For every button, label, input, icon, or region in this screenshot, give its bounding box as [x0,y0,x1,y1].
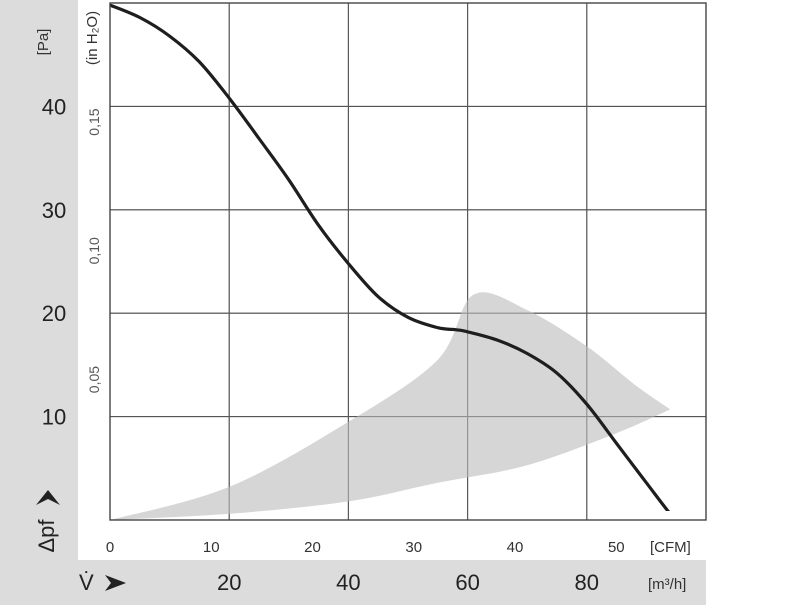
x-tick-label-m3h: 20 [217,570,241,595]
x-axis-label: V̇ [79,570,94,595]
y-axis-label: Δpf [34,519,59,553]
y-axis-arrow-icon [36,490,60,505]
x-tick-label-m3h: 80 [575,570,599,595]
x-tick-label-cfm: 40 [507,539,524,556]
x-tick-label-cfm: 50 [608,539,625,556]
y-tick-label-pa: 40 [42,94,66,119]
cfm-unit-label: [CFM] [650,539,691,556]
x-tick-label-cfm: 0 [106,539,114,556]
x-tick-label-cfm: 30 [405,539,422,556]
pa-unit-label: [Pa] [35,29,52,56]
tick-labels: 10 20 30 40 20 40 60 80 0 10 20 30 40 50 0,05 0,10 0,15 [42,94,625,595]
inh2o-unit-label: (in H₂O) [84,11,101,65]
y-tick-label-pa: 30 [42,198,66,223]
x-tick-label-cfm: 10 [203,539,220,556]
x-axis-arrow-icon [105,575,126,591]
y-tick-label-pa: 20 [42,301,66,326]
y-tick-label-inh2o: 0,10 [86,237,102,264]
m3h-unit-label: [m³/h] [648,576,686,593]
plot-frame [109,2,707,521]
x-tick-label-m3h: 40 [336,570,360,595]
left-band [0,0,78,560]
y-tick-label-pa: 10 [42,405,66,430]
y-tick-label-inh2o: 0,15 [86,108,102,135]
x-tick-label-m3h: 60 [455,570,479,595]
x-tick-label-cfm: 20 [304,539,321,556]
y-tick-label-inh2o: 0,05 [86,366,102,393]
pressure-curve [110,3,670,511]
operating-area [110,292,671,520]
